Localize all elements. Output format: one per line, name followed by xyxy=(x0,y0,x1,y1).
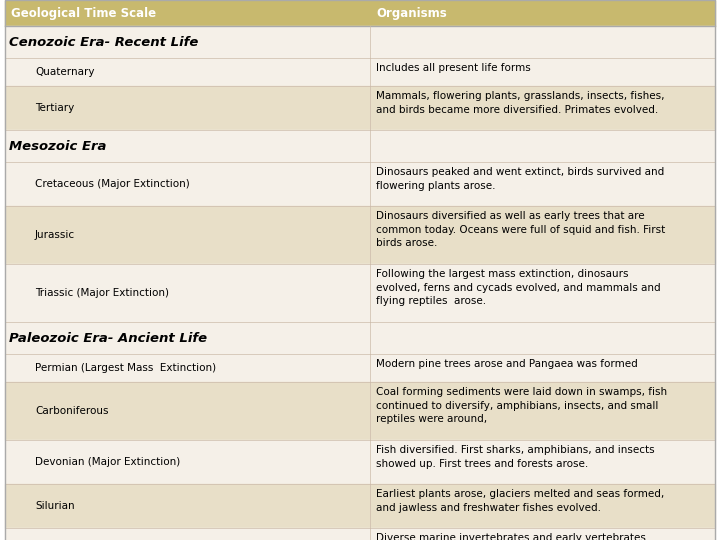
Text: Fish diversified. First sharks, amphibians, and insects
showed up. First trees a: Fish diversified. First sharks, amphibia… xyxy=(376,445,654,469)
Bar xyxy=(5,440,715,484)
Text: Silurian: Silurian xyxy=(35,501,75,511)
Text: Dinosaurs diversified as well as early trees that are
common today. Oceans were : Dinosaurs diversified as well as early t… xyxy=(376,211,665,248)
Text: Diverse marine invertebrates and early vertebrates.
Massive glaciers causing sea: Diverse marine invertebrates and early v… xyxy=(376,533,665,540)
Bar xyxy=(5,322,715,354)
Bar xyxy=(5,86,715,130)
Bar xyxy=(5,528,715,540)
Text: Coal forming sediments were laid down in swamps, fish
continued to diversify, am: Coal forming sediments were laid down in… xyxy=(376,387,667,424)
Text: Dinosaurs peaked and went extinct, birds survived and
flowering plants arose.: Dinosaurs peaked and went extinct, birds… xyxy=(376,167,665,191)
Text: Geological Time Scale: Geological Time Scale xyxy=(11,6,156,19)
Text: Cretaceous (Major Extinction): Cretaceous (Major Extinction) xyxy=(35,179,190,189)
Text: Triassic (Major Extinction): Triassic (Major Extinction) xyxy=(35,288,169,298)
Bar xyxy=(5,26,715,58)
Text: Carboniferous: Carboniferous xyxy=(35,406,109,416)
Bar xyxy=(5,58,715,86)
Bar xyxy=(5,354,715,382)
Text: Devonian (Major Extinction): Devonian (Major Extinction) xyxy=(35,457,180,467)
Bar xyxy=(5,162,715,206)
Text: Permian (Largest Mass  Extinction): Permian (Largest Mass Extinction) xyxy=(35,363,216,373)
Text: Paleozoic Era- Ancient Life: Paleozoic Era- Ancient Life xyxy=(9,332,207,345)
Text: Following the largest mass extinction, dinosaurs
evolved, ferns and cycads evolv: Following the largest mass extinction, d… xyxy=(376,269,661,306)
Bar xyxy=(5,0,715,26)
Text: Tertiary: Tertiary xyxy=(35,103,74,113)
Text: Cenozoic Era- Recent Life: Cenozoic Era- Recent Life xyxy=(9,36,199,49)
Text: Earliest plants arose, glaciers melted and seas formed,
and jawless and freshwat: Earliest plants arose, glaciers melted a… xyxy=(376,489,665,512)
Text: Organisms: Organisms xyxy=(376,6,446,19)
Text: Modern pine trees arose and Pangaea was formed: Modern pine trees arose and Pangaea was … xyxy=(376,359,638,369)
Text: Jurassic: Jurassic xyxy=(35,230,75,240)
Text: Includes all present life forms: Includes all present life forms xyxy=(376,63,531,73)
Bar xyxy=(5,484,715,528)
Bar xyxy=(5,264,715,322)
Bar xyxy=(5,382,715,440)
Text: Quaternary: Quaternary xyxy=(35,67,94,77)
Bar xyxy=(5,206,715,264)
Bar xyxy=(5,130,715,162)
Text: Mesozoic Era: Mesozoic Era xyxy=(9,139,107,152)
Text: Mammals, flowering plants, grasslands, insects, fishes,
and birds became more di: Mammals, flowering plants, grasslands, i… xyxy=(376,91,665,114)
